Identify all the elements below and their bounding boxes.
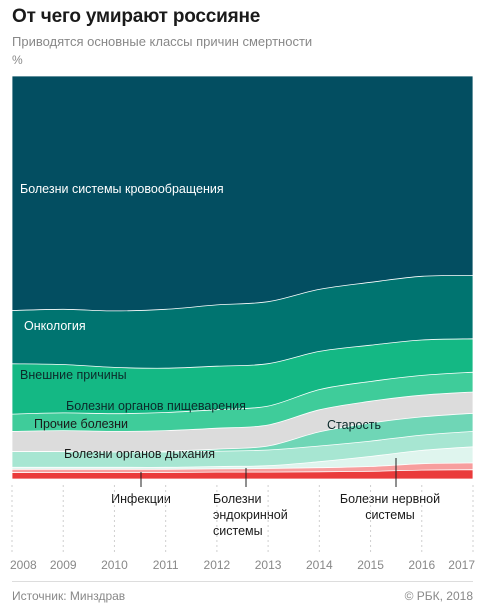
label-circulatory: Болезни системы кровообращения (20, 182, 224, 196)
label-endocrine-line: Болезни (213, 492, 261, 506)
label-other: Прочие болезни (34, 417, 128, 431)
x-tick-label: 2017 (448, 558, 475, 572)
footer-divider (12, 581, 473, 582)
x-tick-label: 2015 (357, 558, 384, 572)
x-tick-label: 2010 (101, 558, 128, 572)
label-digestive: Болезни органов пищеварения (66, 399, 246, 413)
x-tick-label: 2008 (10, 558, 37, 572)
label-respiratory: Болезни органов дыхания (64, 447, 215, 461)
x-tick-label: 2016 (408, 558, 435, 572)
unit-label: % (12, 53, 23, 67)
area-layers (11, 75, 474, 480)
callout-labels: Инфекции Болезни эндокринной системы Болезни… (111, 458, 440, 538)
series-labels: Болезни системы кровообращения Онкология В… (20, 182, 381, 461)
label-nervous-line: Болезни нервной (340, 492, 440, 506)
label-endocrine-line: системы (213, 524, 263, 538)
x-tick-label: 2009 (50, 558, 77, 572)
label-oncology: Онкология (24, 319, 86, 333)
label-nervous-line: системы (365, 508, 415, 522)
label-endocrine-line: эндокринной (213, 508, 288, 522)
x-tick-label: 2011 (153, 558, 179, 572)
label-external: Внешние причины (20, 368, 127, 382)
x-tick-label: 2014 (306, 558, 333, 572)
chart-title: От чего умирают россияне (12, 6, 261, 27)
copyright-note: © РБК, 2018 (404, 589, 473, 603)
x-tick-label: 2012 (204, 558, 231, 572)
x-tick-label: 2013 (255, 558, 282, 572)
x-axis: 2008 2009 2010 2011 2012 2013 2014 2015 2016 2017 (10, 485, 475, 572)
area-infections (11, 469, 474, 480)
chart-subtitle: Приводятся основные классы причин смертн… (12, 34, 313, 49)
source-note: Источник: Минздрав (12, 589, 126, 603)
label-old-age: Старость (327, 418, 381, 432)
label-infections: Инфекции (111, 492, 171, 506)
